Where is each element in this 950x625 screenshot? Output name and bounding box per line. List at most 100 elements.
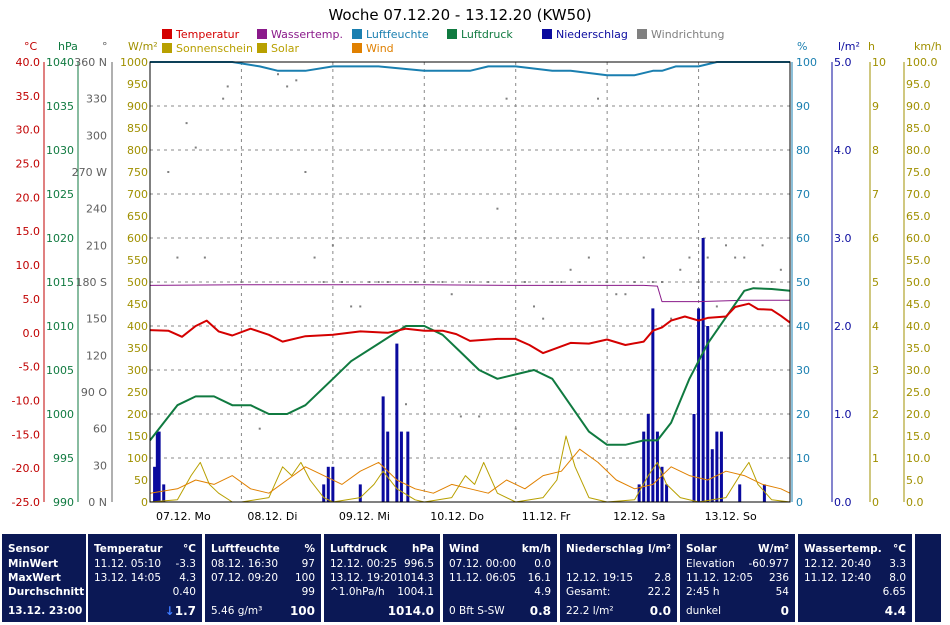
wind-dir-point-42 [578,281,581,283]
wind-dir-point-5 [222,97,225,100]
wind-dir-point-50 [651,281,654,283]
series-line-wassertemp [149,284,790,303]
axis-6-tick-6: 4 [872,320,879,333]
hum-max-time: 07.12. 09:20 [211,572,278,584]
axis-0-tick-11: -15.0 [12,428,40,441]
wind-dir-point-41 [569,268,572,271]
wind-dir-point-36 [523,281,526,283]
wind-dir-point-10 [286,85,289,88]
axis-7-tick-2: 90.0 [906,100,931,113]
water-max-time: 11.12. 12:40 [804,572,871,584]
summary-solar: Solar W/m² Elevation -60.977 11.12. 12:05 2… [680,534,795,622]
chart-title: Woche 07.12.20 - 13.12.20 (KW50) [328,6,591,24]
axis-3-tick-14: 300 [127,364,148,377]
x-label-3: 10.12. Do [430,510,484,523]
axis-unit-2: ° [102,40,108,53]
axis-5-tick-4: 1.0 [834,408,852,421]
wind-dir-point-39 [551,281,554,283]
axis-4-tick-5: 50 [796,276,810,289]
axis-2-tick-8: 120 [86,349,107,362]
wind-dir-point-29 [459,415,462,418]
wind-dir-point-45 [606,281,609,283]
axis-7-tick-10: 50.0 [906,276,931,289]
wind-dir-point-24 [414,281,417,283]
axis-3-tick-0: 1000 [120,56,148,69]
axis-2-tick-11: 30 [93,459,107,472]
axis-5-tick-0: 5.0 [834,56,852,69]
axis-6-tick-9: 1 [872,452,879,465]
wind-dir-point-53 [679,268,682,271]
series-line-solar [149,435,791,503]
legend-swatch-4 [542,29,552,39]
rain-bar-4 [322,484,326,502]
axis-5-tick-3: 2.0 [834,320,852,333]
wind-dir-point-55 [697,281,700,283]
axis-7-tick-0: 100.0 [906,56,938,69]
legend-label-6: Sonnenschein [176,42,253,55]
legend-label-1: Wassertemp. [271,28,343,41]
axis-3-tick-9: 550 [127,254,148,267]
rain-bar-25 [715,431,719,502]
wind-dir-point-9 [277,73,279,76]
axis-7-tick-11: 45.0 [906,298,931,311]
axis-0-tick-4: 20.0 [16,191,41,204]
solar-avg: 54 [775,586,789,598]
axis-7-tick-17: 15.0 [906,430,931,443]
water-avg: 6.65 [882,586,906,598]
rain-bar-28 [762,484,766,502]
wind-dir-point-47 [624,293,627,296]
legend-label-5: Windrichtung [651,28,724,41]
wind-direction: 0 Bft S-SW [449,605,505,617]
legend-swatch-6 [162,43,172,53]
temp-min-val: -3.3 [175,558,197,570]
x-label-6: 13.12. So [705,510,757,523]
temp-avg: 0.40 [172,586,196,598]
axis-unit-4: % [797,40,807,53]
axis-1-tick-6: 1010 [46,320,74,333]
axis-1-tick-7: 1005 [46,364,74,377]
sensor-avg-label: Durchschnitt [8,586,85,598]
solar-elev-label: Elevation [686,558,735,570]
wind-dir-point-43 [587,256,590,259]
axis-6-tick-3: 7 [872,188,879,201]
precipitation-bars [153,238,766,502]
legend-swatch-2 [352,29,362,39]
axis-0-tick-6: 10.0 [16,259,41,272]
wind-dir-point-52 [670,317,673,320]
axis-4-tick-10: 0 [796,496,803,509]
summary-rain: Niederschlag l/m² 12.12. 19:15 2.8 Gesamt:… [560,534,677,622]
series-line-wind [149,448,791,494]
wind-dir-point-17 [350,305,353,308]
water-header: Wassertemp. [804,543,882,555]
axis-4-tick-4: 60 [796,232,810,245]
solar-elev-val: -60.977 [748,558,789,570]
legend-swatch-1 [257,29,267,39]
wind-dir-point-20 [377,281,380,283]
sensor-min-label: MinWert [8,558,59,570]
rain-bar-20 [692,414,696,502]
axis-unit-7: km/h [914,40,942,53]
wind-current: 0.8 [529,604,551,618]
axis-2-tick-3: 270 W [72,166,107,179]
x-label-5: 12.12. Sa [613,510,665,523]
plot-frame [149,61,791,503]
solar-header: Solar [686,543,717,555]
series-line-luftdruck [149,287,791,446]
wind-avg: 4.9 [534,586,551,598]
axis-3-tick-20: 0 [141,496,148,509]
rain-bar-0 [153,466,157,502]
weekly-weather-chart: Woche 07.12.20 - 13.12.20 (KW50) Tempera… [12,6,942,523]
rain-bar-6 [331,466,335,502]
axis-5-tick-1: 4.0 [834,144,852,157]
axis-2-tick-0: 360 N [74,56,107,69]
temp-header: Temperatur [94,543,163,555]
axis-0-tick-1: 35.0 [16,90,41,103]
rain-bar-11 [399,431,403,502]
rain-bar-21 [697,308,701,502]
rain-bar-13 [637,484,641,502]
axis-1-tick-2: 1030 [46,144,74,157]
press-max-val: 1014.3 [397,572,434,584]
axis-7-tick-12: 40.0 [906,320,931,333]
axis-7-tick-18: 10.0 [906,452,931,465]
solar-state: dunkel [686,605,722,617]
